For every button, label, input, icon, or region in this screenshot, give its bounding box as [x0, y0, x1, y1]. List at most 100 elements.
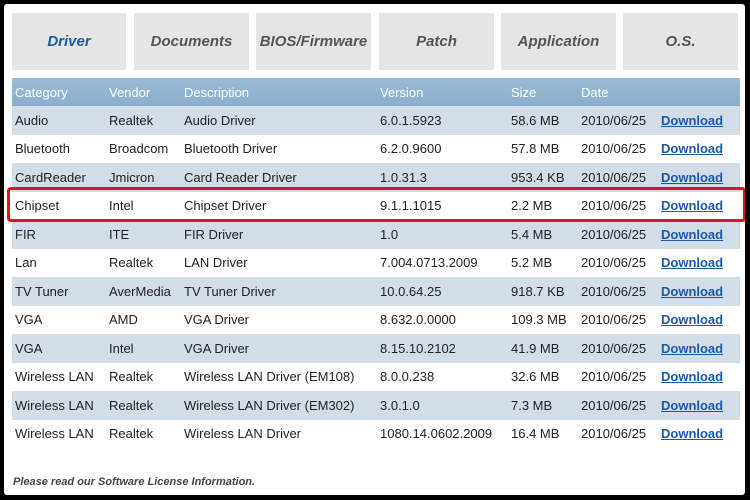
cell-size: 32.6 MB: [508, 362, 578, 391]
cell-date: 2010/06/25: [578, 134, 658, 163]
cell-category: FIR: [12, 220, 106, 249]
table-row: TV Tuner AverMedia TV Tuner Driver 10.0.64.…: [12, 277, 740, 306]
cell-version: 9.1.1.1015: [377, 191, 508, 220]
cell-version: 8.15.10.2102: [377, 334, 508, 363]
table-row: Audio Realtek Audio Driver 6.0.1.5923 58.6 M…: [12, 106, 740, 135]
cell-description: VGA Driver: [181, 334, 377, 363]
cell-category: VGA: [12, 334, 106, 363]
header-date: Date: [578, 78, 658, 106]
cell-version: 6.2.0.9600: [377, 134, 508, 163]
cell-description: Wireless LAN Driver (EM108): [181, 362, 377, 391]
tab-application[interactable]: Application: [501, 13, 616, 70]
license-notice[interactable]: Please read our Software License Informa…: [13, 476, 256, 488]
cell-size: 2.2 MB: [508, 191, 578, 220]
cell-description: FIR Driver: [181, 220, 377, 249]
download-link[interactable]: Download: [661, 369, 724, 385]
cell-description: Audio Driver: [181, 106, 377, 135]
cell-vendor: Broadcom: [106, 134, 181, 163]
table-row: Chipset Intel Chipset Driver 9.1.1.1015 2.2 …: [12, 191, 740, 220]
download-link[interactable]: Download: [661, 112, 724, 128]
cell-date: 2010/06/25: [578, 334, 658, 363]
cell-download: Download: [658, 191, 740, 220]
table-header-row: Category Vendor Description Version Size…: [12, 78, 740, 106]
cell-date: 2010/06/25: [578, 248, 658, 277]
download-link[interactable]: Download: [661, 340, 724, 356]
cell-description: LAN Driver: [181, 248, 377, 277]
cell-download: Download: [658, 305, 740, 334]
header-size: Size: [508, 78, 578, 106]
download-link[interactable]: Download: [661, 426, 724, 442]
cell-size: 5.2 MB: [508, 248, 578, 277]
tab-os[interactable]: O.S.: [623, 13, 738, 70]
cell-vendor: Intel: [106, 191, 181, 220]
cell-vendor: Jmicron: [106, 163, 181, 192]
driver-table: Category Vendor Description Version Size…: [12, 78, 740, 448]
tab-patch[interactable]: Patch: [379, 13, 494, 70]
driver-download-panel: Driver Documents BIOS/Firmware Patch App…: [4, 4, 745, 495]
tab-bios-firmware[interactable]: BIOS/Firmware: [256, 13, 371, 70]
cell-vendor: ITE: [106, 220, 181, 249]
download-link[interactable]: Download: [661, 169, 724, 185]
cell-category: Lan: [12, 248, 106, 277]
cell-size: 58.6 MB: [508, 106, 578, 135]
download-link[interactable]: Download: [661, 397, 724, 413]
cell-category: VGA: [12, 305, 106, 334]
cell-date: 2010/06/25: [578, 419, 658, 448]
cell-version: 7.004.0713.2009: [377, 248, 508, 277]
table-row: CardReader Jmicron Card Reader Driver 1.0.3…: [12, 163, 740, 192]
table-row: Wireless LAN Realtek Wireless LAN Driver (…: [12, 362, 740, 391]
table-row: VGA Intel VGA Driver 8.15.10.2102 41.9 MB 201…: [12, 334, 740, 363]
cell-description: Card Reader Driver: [181, 163, 377, 192]
download-link[interactable]: Download: [661, 283, 724, 299]
header-description: Description: [181, 78, 377, 106]
cell-vendor: Realtek: [106, 248, 181, 277]
cell-size: 57.8 MB: [508, 134, 578, 163]
table-row: VGA AMD VGA Driver 8.632.0.0000 109.3 MB 2010…: [12, 305, 740, 334]
cell-vendor: AverMedia: [106, 277, 181, 306]
cell-size: 41.9 MB: [508, 334, 578, 363]
download-link[interactable]: Download: [661, 141, 724, 157]
cell-download: Download: [658, 106, 740, 135]
cell-size: 109.3 MB: [508, 305, 578, 334]
cell-download: Download: [658, 391, 740, 420]
cell-download: Download: [658, 419, 740, 448]
header-version: Version: [377, 78, 508, 106]
cell-size: 5.4 MB: [508, 220, 578, 249]
cell-version: 8.632.0.0000: [377, 305, 508, 334]
cell-category: Wireless LAN: [12, 419, 106, 448]
download-link[interactable]: Download: [661, 312, 724, 328]
cell-vendor: Realtek: [106, 106, 181, 135]
cell-download: Download: [658, 248, 740, 277]
cell-category: Chipset: [12, 191, 106, 220]
cell-date: 2010/06/25: [578, 305, 658, 334]
cell-description: Chipset Driver: [181, 191, 377, 220]
cell-version: 1080.14.0602.2009: [377, 419, 508, 448]
cell-date: 2010/06/25: [578, 391, 658, 420]
header-category: Category: [12, 78, 106, 106]
table-row: Bluetooth Broadcom Bluetooth Driver 6.2.0.9…: [12, 134, 740, 163]
download-link[interactable]: Download: [661, 226, 724, 242]
cell-version: 1.0: [377, 220, 508, 249]
cell-download: Download: [658, 277, 740, 306]
cell-description: Wireless LAN Driver (EM302): [181, 391, 377, 420]
cell-size: 7.3 MB: [508, 391, 578, 420]
header-vendor: Vendor: [106, 78, 181, 106]
cell-category: TV Tuner: [12, 277, 106, 306]
cell-date: 2010/06/25: [578, 362, 658, 391]
header-download: [658, 78, 740, 106]
tab-documents[interactable]: Documents: [134, 13, 249, 70]
cell-download: Download: [658, 134, 740, 163]
cell-version: 10.0.64.25: [377, 277, 508, 306]
tab-driver[interactable]: Driver: [12, 13, 126, 70]
table-row: FIR ITE FIR Driver 1.0 5.4 MB 2010/06/25 Downl…: [12, 220, 740, 249]
cell-description: Wireless LAN Driver: [181, 419, 377, 448]
cell-download: Download: [658, 163, 740, 192]
cell-category: CardReader: [12, 163, 106, 192]
download-link[interactable]: Download: [661, 198, 724, 214]
cell-description: VGA Driver: [181, 305, 377, 334]
cell-category: Bluetooth: [12, 134, 106, 163]
cell-download: Download: [658, 220, 740, 249]
table-row: Wireless LAN Realtek Wireless LAN Driver (…: [12, 391, 740, 420]
cell-vendor: AMD: [106, 305, 181, 334]
download-link[interactable]: Download: [661, 255, 724, 271]
